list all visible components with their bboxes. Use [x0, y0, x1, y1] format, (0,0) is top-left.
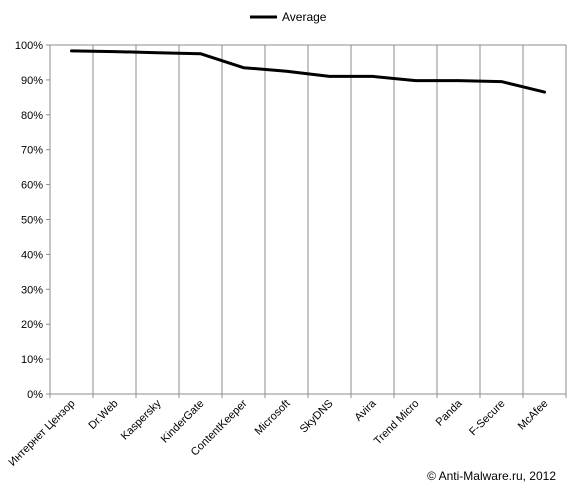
- x-tick-labels: Интернет Цензор Dr.WebKasperskyKinderGate…: [7, 397, 551, 469]
- x-tick-label: F-Secure: [467, 398, 507, 438]
- x-tick-label: Dr.Web: [86, 398, 120, 432]
- y-tick-label: 30%: [21, 284, 43, 296]
- y-tick-labels: 0% 10% 20% 30% 40% 50% 60% 70% 80% 90% 100%: [15, 40, 43, 401]
- y-tick-label: 0%: [27, 389, 43, 401]
- x-tick-label: SkyDNS: [298, 398, 336, 436]
- y-tick-label: 10%: [21, 354, 43, 366]
- axes: [46, 44, 567, 398]
- y-tick-label: 100%: [15, 40, 43, 52]
- y-tick-label: 80%: [21, 110, 43, 122]
- y-tick-label: 20%: [21, 319, 43, 331]
- x-tick-label: Интернет Цензор: [7, 398, 78, 469]
- series-lines: [70, 49, 546, 94]
- legend: Average: [250, 10, 327, 24]
- x-tick-label: Avira: [353, 397, 380, 424]
- series-line-average: [70, 49, 546, 94]
- x-tick-label: Microsoft: [253, 398, 293, 438]
- copyright-text: © Anti-Malware.ru, 2012: [427, 469, 556, 483]
- y-tick-label: 90%: [21, 75, 43, 87]
- y-tick-label: 50%: [21, 215, 43, 227]
- y-tick-label: 70%: [21, 145, 43, 157]
- y-tick-label: 40%: [21, 249, 43, 261]
- x-tick-label: Panda: [434, 397, 466, 429]
- x-tick-label: Kaspersky: [119, 397, 164, 442]
- x-tick-label: Trend Micro: [372, 398, 422, 448]
- y-tick-label: 60%: [21, 180, 43, 192]
- legend-label: Average: [282, 10, 327, 24]
- x-tick-label: McAfee: [516, 398, 551, 433]
- gridlines: [50, 44, 567, 394]
